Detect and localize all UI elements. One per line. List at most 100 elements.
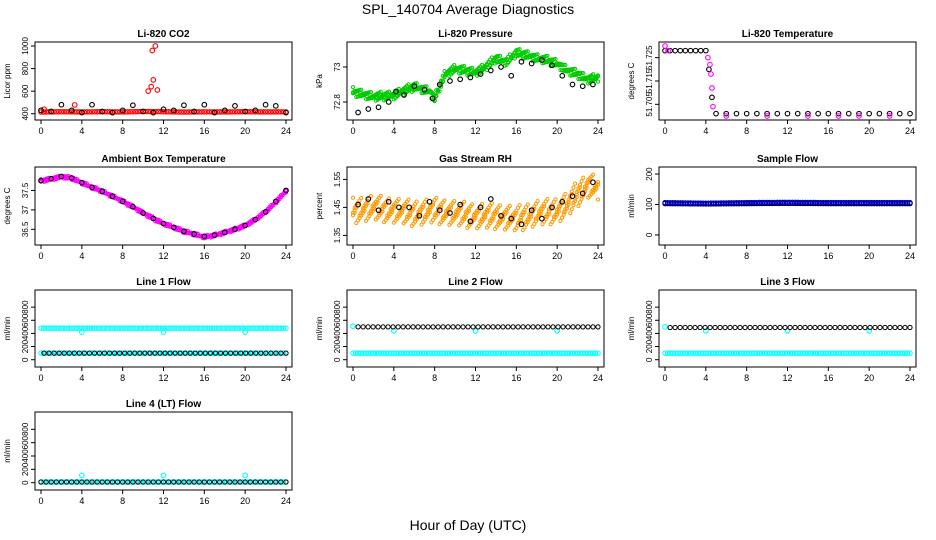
panel-8-series-0-point — [774, 350, 781, 356]
panel-9-series-0-point — [112, 479, 118, 485]
panel-6-series-0-point — [229, 325, 236, 331]
panel-9-series-2-point — [58, 479, 65, 485]
panel-6-series-2-point — [280, 350, 287, 356]
panel-6-series-3-point — [217, 350, 224, 356]
panel-9-series-0-point — [51, 479, 57, 485]
panel-7-series-2-point — [480, 324, 486, 330]
panel-4-series-1-point — [569, 193, 576, 200]
panel-8-series-0-point — [749, 350, 755, 356]
panel-4-series-0-point — [581, 175, 586, 180]
panel-6-series-3-point — [101, 350, 108, 356]
panel-4-series-0-point — [563, 209, 568, 214]
panel-7-series-0-point — [554, 350, 560, 356]
panel-4-xtick-label: 0 — [350, 251, 355, 261]
panel-4-series-0-point — [568, 211, 573, 216]
panel-8-series-0-point — [792, 350, 798, 356]
panel-0-series-2-point — [211, 109, 218, 116]
panel-9-series-2-point — [53, 479, 59, 485]
panel-7-series-2-point — [515, 324, 521, 330]
panel-6-series-0-point — [107, 325, 113, 331]
panel-2-series-0-point — [784, 110, 791, 117]
panel-6-ytick-label: 800 — [21, 300, 30, 314]
panel-7-series-2-point — [385, 324, 391, 330]
panel-7-series-0-point — [567, 350, 573, 356]
panel-7-series-0-point — [549, 350, 555, 356]
panel-6-series-3-point — [66, 350, 72, 356]
panel-1-series-1-point — [569, 81, 576, 88]
panel-9-series-2-point — [114, 479, 121, 485]
panel-7-series-0-point — [431, 350, 438, 356]
panel-7-series-0-point — [508, 350, 514, 356]
panel-2-xtick-label: 24 — [905, 126, 915, 136]
panel-3-series-1-point — [272, 198, 279, 205]
panel-5-series-1-point — [708, 200, 714, 206]
panel-6-series-0-point — [140, 325, 146, 331]
panel-6-series-0-point — [199, 325, 205, 331]
panel-8-series-2-point — [857, 324, 863, 331]
panel-4-series-0-point — [555, 212, 560, 217]
panel-5-series-1-point — [687, 200, 694, 206]
panel-7-series-0-point — [365, 350, 372, 356]
panel-4-series-0-point — [473, 215, 478, 221]
panel-9-series-2-point — [186, 479, 192, 485]
panel-8-series-0-point — [835, 350, 842, 356]
panel-7-series-0-point — [516, 350, 522, 356]
panel-6-series-3-point — [106, 350, 113, 356]
panel-7-series-2-point — [555, 324, 561, 330]
panel-0-series-0-point — [104, 109, 111, 115]
panel-0-series-2-point — [221, 107, 228, 114]
panel-7-series-0-point — [544, 350, 550, 356]
panel-1-series-1-point — [528, 60, 535, 67]
panel-6-series-0-point — [193, 325, 200, 331]
panel-9-series-0-point — [255, 479, 261, 485]
panel-6-series-3-point — [61, 350, 67, 356]
panel-6-series-0-point — [247, 325, 254, 331]
panel-4-ytick-label: 1.45 — [333, 199, 342, 215]
panel-8-series-0-point — [738, 350, 745, 356]
panel-7-series-0-point — [403, 350, 410, 356]
panel-6-series-3-point — [167, 350, 173, 356]
panel-7-series-0-point — [429, 350, 435, 356]
panel-4-series-1-point — [549, 204, 555, 211]
panel-0-series-0-point — [137, 108, 144, 115]
panel-8-series-2-point — [852, 324, 858, 331]
panel-0-series-0-point — [142, 108, 149, 115]
panel-4-title: Gas Stream RH — [439, 154, 512, 165]
panel-1-series-0-point — [579, 70, 584, 76]
panel-8-series-2-point — [867, 324, 873, 331]
panel-9-series-0-point — [163, 479, 169, 485]
panel-0-series-0-point — [51, 109, 57, 115]
panel-2-series-1-point — [710, 103, 716, 110]
panel-6-series-2-point — [89, 350, 95, 356]
panel-8-series-0-point — [825, 350, 832, 356]
panel-1-series-0-point — [378, 89, 383, 94]
panel-0-series-0-point — [229, 109, 236, 115]
panel-9-series-2-point — [227, 479, 233, 485]
panel-6-series-0-point — [125, 325, 131, 331]
panel-8-series-0-point — [853, 350, 860, 356]
panel-3-series-1-point — [160, 220, 167, 227]
panel-9-series-0-point — [147, 479, 154, 485]
panel-7-series-0-point — [449, 350, 456, 356]
panel-5-series-1-point — [810, 199, 816, 206]
panel-6-series-0-point — [232, 325, 238, 331]
panel-8-series-0-point — [812, 350, 819, 356]
panel-5-series-1-point — [697, 200, 704, 206]
panel-5-series-1-point — [779, 199, 786, 206]
panel-8-series-2-point — [667, 324, 673, 331]
panel-0-series-2-point — [58, 101, 65, 108]
panel-7-series-0-point — [498, 350, 504, 356]
panel-3-series-1-point — [89, 184, 95, 191]
panel-9-series-2-point — [135, 479, 141, 485]
panel-7-series-2-point — [425, 324, 431, 330]
panel-6-series-2-point — [260, 350, 266, 356]
panel-0-series-0-point — [232, 109, 238, 115]
panel-5-series-1-point — [805, 199, 811, 206]
panel-0-series-0-point — [188, 109, 195, 115]
panel-8-xtick-label: 0 — [662, 373, 667, 383]
panel-8-series-2-point — [742, 324, 748, 331]
panel-0-series-0-point — [145, 108, 151, 115]
panel-1-series-1-point — [487, 67, 494, 74]
panel-2-xtick-label: 0 — [662, 126, 667, 136]
panel-1-xtick-label: 24 — [593, 126, 603, 136]
